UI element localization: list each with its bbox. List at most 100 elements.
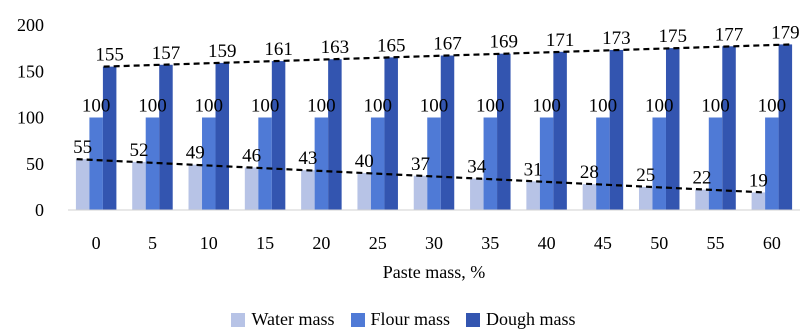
legend-label: Water mass <box>251 309 335 329</box>
bar-dough-mass <box>215 62 230 210</box>
bar-dough-mass <box>102 66 117 210</box>
data-label: 155 <box>95 45 124 66</box>
bar-water-mass <box>470 178 484 210</box>
bar-water-mass <box>638 186 653 210</box>
x-tick-label: 15 <box>256 233 274 253</box>
data-label: 100 <box>195 96 224 117</box>
data-label: 169 <box>490 32 519 53</box>
data-label: 177 <box>715 24 744 45</box>
data-label: 43 <box>298 148 317 169</box>
data-label: 37 <box>411 154 430 175</box>
y-axis-ticks: 0 50 100 150 200 <box>17 15 44 220</box>
bar-dough-mass <box>271 61 286 211</box>
trendlines <box>76 43 792 194</box>
data-label: 100 <box>645 96 674 117</box>
data-label: 161 <box>264 39 293 60</box>
data-label: 100 <box>532 96 561 117</box>
bar-water-mass <box>244 167 259 210</box>
y-tick-label: 150 <box>17 61 44 81</box>
bar-water-mass <box>301 170 315 210</box>
bar-dough-mass <box>665 48 680 210</box>
data-label: 100 <box>701 96 730 117</box>
data-label: 171 <box>546 30 575 51</box>
legend-item: Flour mass <box>350 309 451 330</box>
bar-water-mass <box>413 175 428 210</box>
x-axis-ticks: 0 5 10 15 20 25 30 35 40 45 50 55 60 <box>92 233 781 253</box>
legend-item: Dough mass <box>466 309 576 330</box>
data-label: 100 <box>758 96 787 117</box>
x-tick-label: 35 <box>481 233 499 253</box>
data-label: 159 <box>208 41 237 62</box>
bar-dough-mass <box>440 55 455 211</box>
legend-label: Flour mass <box>370 309 451 329</box>
data-label: 173 <box>602 28 631 49</box>
bar-flour-mass <box>258 117 272 210</box>
x-tick-label: 50 <box>650 233 668 253</box>
data-label: 100 <box>307 96 336 117</box>
bar-flour-mass <box>539 117 554 210</box>
data-label: 34 <box>467 157 487 178</box>
legend-swatch <box>231 312 246 327</box>
x-tick-label: 5 <box>148 233 157 253</box>
x-tick-label: 55 <box>707 233 725 253</box>
data-label: 100 <box>138 96 167 117</box>
bar-water-mass <box>132 161 146 210</box>
data-label: 100 <box>420 96 449 117</box>
bar-water-mass <box>75 159 90 210</box>
data-label: 100 <box>251 96 280 117</box>
bar-flour-mass <box>708 117 723 210</box>
data-label: 52 <box>129 140 148 161</box>
data-label: 40 <box>355 151 374 172</box>
data-label: 25 <box>636 165 655 186</box>
bar-dough-mass <box>159 64 173 211</box>
trendline-water-mass <box>76 158 765 194</box>
data-label: 22 <box>693 168 712 189</box>
data-label: 175 <box>658 26 687 47</box>
legend-label: Dough mass <box>486 309 576 329</box>
data-labels: 55 52 49 46 43 40 37 34 31 28 25 22 19 100 100 100 100 10… <box>73 22 799 191</box>
bar-dough-mass <box>384 57 398 210</box>
bar-flour-mass <box>370 117 385 210</box>
bar-flour-mass <box>652 117 666 210</box>
bar-flour-mass <box>765 117 779 210</box>
bar-water-mass <box>751 192 766 210</box>
bar-flour-mass <box>89 117 103 210</box>
bar-flour-mass <box>483 117 498 210</box>
bar-flour-mass <box>202 117 216 210</box>
x-tick-label: 30 <box>425 233 443 253</box>
y-tick-label: 100 <box>17 108 44 128</box>
bar-flour-mass <box>427 117 441 210</box>
x-axis-title: Paste mass, % <box>383 262 486 282</box>
bar-dough-mass <box>328 59 342 210</box>
x-tick-label: 60 <box>763 233 781 253</box>
data-label: 157 <box>152 43 181 64</box>
x-tick-label: 10 <box>200 233 218 253</box>
x-tick-label: 25 <box>369 233 387 253</box>
bar-dough-mass <box>553 51 567 211</box>
trendline-dough-mass <box>103 43 792 68</box>
data-label: 100 <box>363 96 392 117</box>
bar-chart: 0 50 100 150 200 0 5 10 15 20 25 30 35 40 45 50 55 60 55… <box>17 15 800 282</box>
x-tick-label: 40 <box>538 233 556 253</box>
data-label: 46 <box>242 145 261 166</box>
data-label: 165 <box>377 35 406 56</box>
bar-dough-mass <box>778 44 793 210</box>
bar-dough-mass <box>722 46 736 211</box>
data-label: 19 <box>749 170 768 191</box>
legend-swatch <box>466 312 481 327</box>
data-label: 179 <box>771 22 800 43</box>
data-label: 55 <box>73 137 92 158</box>
x-tick-label: 0 <box>92 233 101 253</box>
bar-dough-mass <box>497 53 511 210</box>
y-tick-label: 50 <box>26 154 44 174</box>
y-tick-label: 200 <box>17 15 44 35</box>
x-tick-label: 20 <box>312 233 330 253</box>
bar-water-mass <box>695 189 709 210</box>
bar-water-mass <box>526 181 540 210</box>
bar-water-mass <box>582 184 597 210</box>
bar-water-mass <box>188 164 203 210</box>
data-label: 163 <box>321 37 350 58</box>
data-label: 31 <box>524 159 543 180</box>
legend: Water mass Flour mass Dough mass <box>0 309 807 330</box>
legend-item: Water mass <box>231 309 335 330</box>
